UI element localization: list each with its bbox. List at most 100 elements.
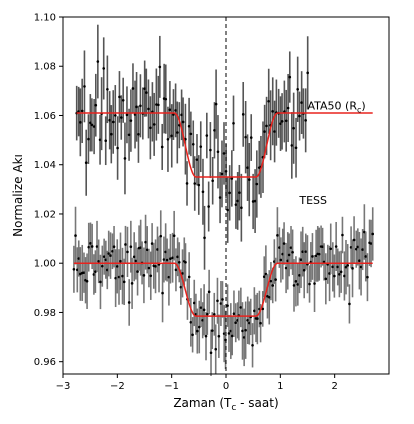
data-point bbox=[168, 108, 172, 112]
data-point bbox=[193, 182, 197, 185]
data-point bbox=[158, 65, 162, 69]
data-point bbox=[276, 234, 279, 237]
data-point bbox=[181, 272, 184, 275]
data-point bbox=[192, 301, 196, 305]
data-point bbox=[227, 332, 231, 335]
data-point bbox=[321, 245, 324, 249]
data-point bbox=[80, 109, 84, 113]
data-point bbox=[189, 132, 193, 136]
data-point bbox=[246, 319, 250, 322]
data-point bbox=[201, 190, 205, 194]
data-point bbox=[130, 282, 134, 285]
data-point bbox=[165, 258, 169, 262]
y-tick-label: 0.96 bbox=[34, 357, 56, 368]
data-point bbox=[115, 265, 119, 268]
data-point bbox=[358, 259, 361, 263]
series-label-ata50: ATA50 (Rc) bbox=[308, 99, 366, 114]
x-tick-label: −3 bbox=[56, 381, 71, 392]
data-point bbox=[100, 264, 104, 268]
data-point bbox=[284, 266, 288, 270]
data-point bbox=[180, 113, 183, 117]
data-point bbox=[154, 265, 157, 268]
data-point bbox=[219, 302, 223, 305]
data-point bbox=[364, 255, 368, 258]
data-point bbox=[108, 118, 111, 122]
data-point bbox=[109, 132, 113, 136]
data-point bbox=[145, 91, 148, 94]
data-point bbox=[256, 317, 259, 320]
data-point bbox=[283, 110, 286, 113]
data-point bbox=[230, 177, 234, 180]
data-point bbox=[171, 256, 174, 260]
data-point bbox=[87, 137, 90, 141]
data-point bbox=[199, 306, 203, 309]
data-point bbox=[296, 88, 299, 91]
data-point bbox=[240, 206, 243, 210]
data-point bbox=[242, 336, 246, 339]
series-label-ata50-close: ) bbox=[361, 99, 365, 112]
data-point bbox=[143, 87, 146, 90]
data-point bbox=[206, 312, 209, 316]
data-point bbox=[216, 299, 219, 303]
data-point bbox=[102, 67, 106, 70]
data-point bbox=[135, 105, 138, 109]
data-point bbox=[244, 135, 247, 139]
data-point bbox=[111, 249, 114, 253]
data-point bbox=[346, 264, 350, 267]
data-point bbox=[164, 250, 167, 254]
data-point bbox=[125, 113, 129, 117]
data-point bbox=[149, 274, 153, 278]
data-point bbox=[217, 334, 221, 338]
data-point bbox=[273, 130, 276, 133]
data-point bbox=[289, 246, 293, 249]
data-point bbox=[356, 245, 360, 249]
data-point bbox=[92, 273, 96, 276]
data-point bbox=[216, 150, 220, 154]
data-point bbox=[244, 328, 247, 332]
data-point bbox=[238, 191, 241, 194]
data-point bbox=[246, 166, 249, 169]
data-point bbox=[97, 259, 100, 263]
data-layer bbox=[72, 24, 375, 376]
y-axis-label: Normalize Akı bbox=[11, 154, 25, 237]
data-point bbox=[296, 283, 300, 286]
data-point bbox=[324, 277, 328, 281]
data-point bbox=[94, 103, 98, 107]
data-point bbox=[264, 272, 268, 276]
data-point bbox=[253, 199, 257, 203]
data-point bbox=[185, 182, 189, 185]
data-point bbox=[232, 121, 235, 125]
y-tick-label: 0.98 bbox=[34, 308, 56, 319]
data-point bbox=[239, 306, 243, 309]
data-point bbox=[121, 98, 125, 102]
data-point bbox=[92, 125, 96, 128]
data-point bbox=[147, 266, 151, 270]
data-point bbox=[189, 321, 193, 324]
data-point bbox=[298, 114, 301, 118]
data-point bbox=[98, 138, 102, 142]
data-point bbox=[172, 234, 176, 237]
data-point bbox=[176, 255, 179, 259]
data-point bbox=[267, 99, 271, 103]
x-axis-label-main: Zaman (T bbox=[173, 396, 232, 410]
data-point bbox=[202, 308, 206, 312]
data-point bbox=[121, 274, 124, 278]
data-point bbox=[181, 120, 185, 124]
data-point bbox=[149, 126, 152, 130]
data-point bbox=[87, 245, 91, 249]
data-point bbox=[164, 97, 168, 101]
data-point bbox=[89, 121, 92, 125]
data-point bbox=[133, 113, 137, 116]
data-point bbox=[344, 265, 348, 269]
data-point bbox=[170, 134, 174, 138]
data-point bbox=[251, 200, 255, 203]
data-point bbox=[284, 119, 288, 123]
data-point bbox=[204, 334, 208, 338]
data-point bbox=[162, 258, 166, 261]
data-point bbox=[343, 274, 346, 278]
data-point bbox=[131, 87, 135, 90]
data-point bbox=[139, 104, 142, 108]
x-tick-label: 1 bbox=[277, 381, 283, 392]
data-point bbox=[265, 124, 268, 128]
